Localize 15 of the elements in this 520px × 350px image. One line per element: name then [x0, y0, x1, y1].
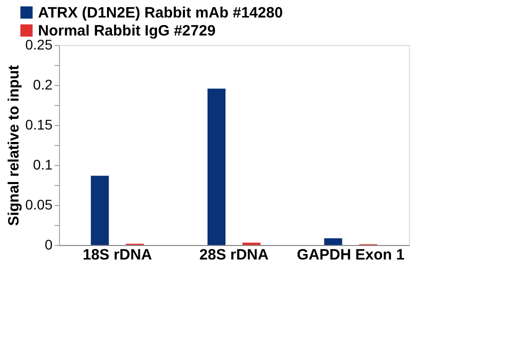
y-tick-label: 0	[44, 236, 53, 252]
x-tick-label: GAPDH Exon 1	[296, 246, 404, 264]
legend-label: ATRX (D1N2E) Rabbit mAb #14280	[38, 4, 283, 22]
y-tick-label: 0.15	[25, 116, 53, 132]
y-tick-label: 0.1	[33, 156, 53, 172]
bar	[208, 88, 226, 245]
legend-label: Normal Rabbit IgG #2729	[38, 22, 216, 40]
bar	[324, 238, 342, 245]
x-tick-label: 28S rDNA	[199, 246, 269, 264]
y-tick-label: 0.05	[25, 196, 53, 212]
bar	[90, 176, 109, 245]
y-axis-title: Signal relative to input	[5, 65, 22, 226]
y-tick-label: 0.25	[25, 36, 53, 52]
y-tick-label: 0.2	[33, 76, 53, 92]
x-tick-label: 18S rDNA	[82, 246, 152, 264]
